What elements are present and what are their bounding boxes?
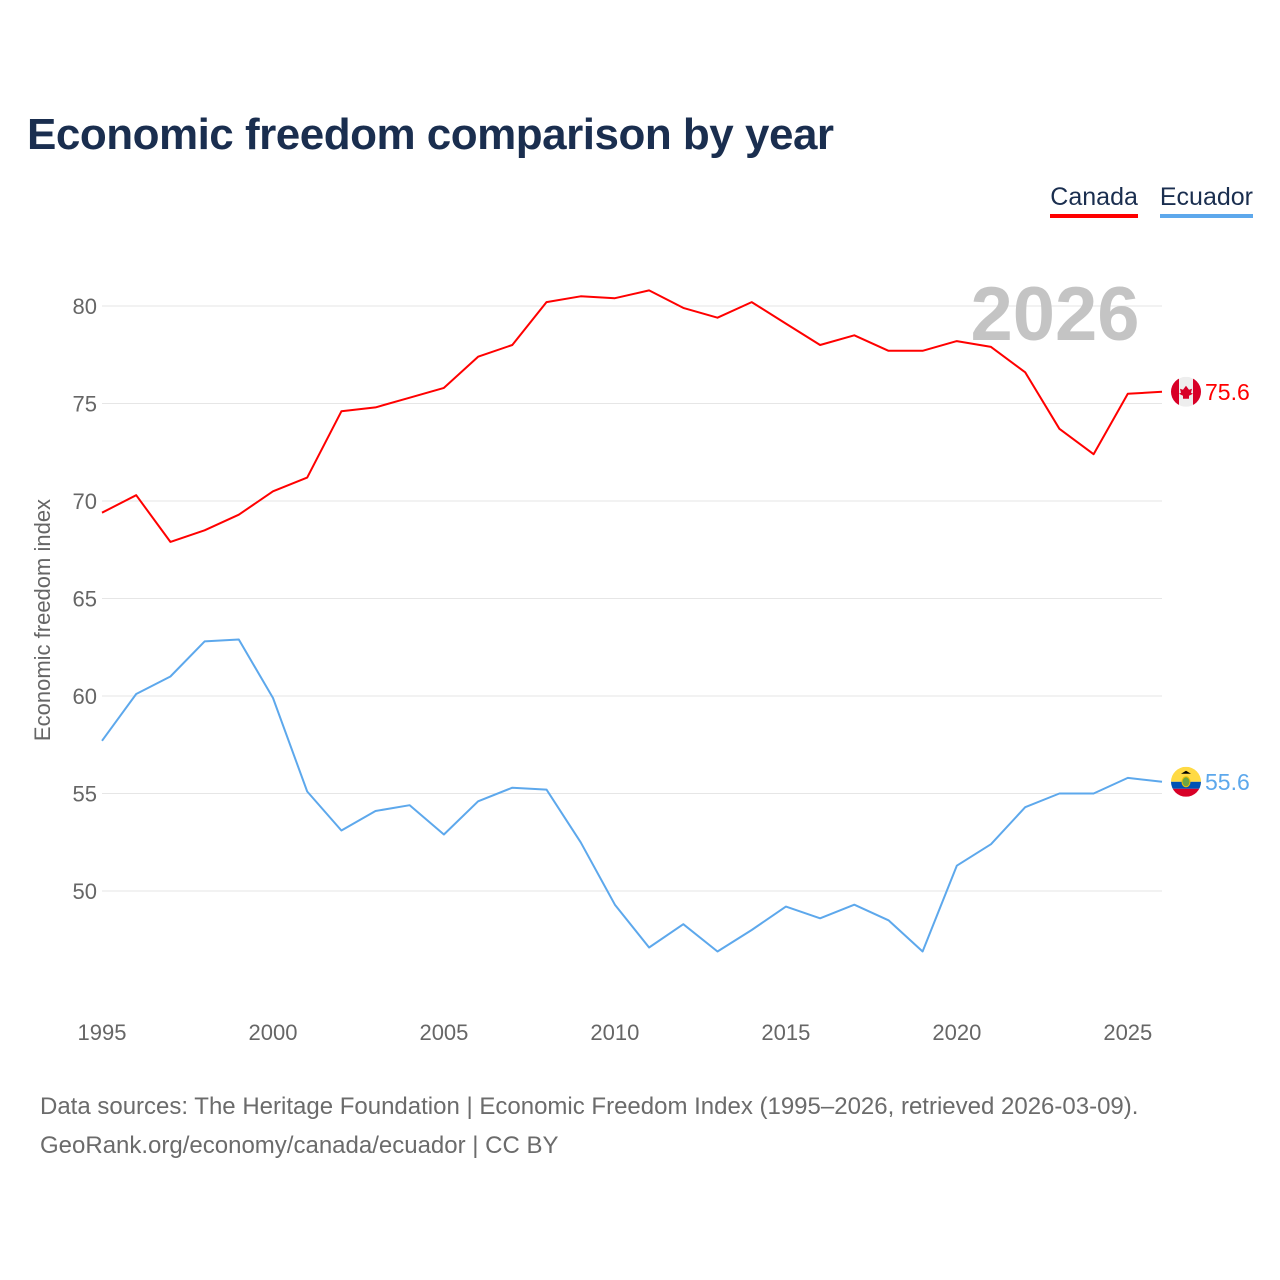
end-value-label: 55.6	[1205, 769, 1250, 795]
chart-title: Economic freedom comparison by year	[27, 110, 834, 159]
legend-item-canada[interactable]: Canada	[1050, 183, 1138, 218]
maple-leaf	[1179, 385, 1193, 399]
series-line-canada	[101, 289, 1163, 543]
flag-red-right	[1193, 376, 1201, 407]
flag-body	[1171, 766, 1201, 797]
data-source-text: Data sources: The Heritage Foundation | …	[40, 1093, 1139, 1120]
y-tick-label: 75	[73, 392, 97, 417]
y-tick-label: 60	[73, 684, 97, 709]
legend-item-ecuador[interactable]: Ecuador	[1159, 183, 1253, 218]
series-line-ecuador	[101, 638, 1163, 953]
x-tick-label: 2020	[932, 1020, 981, 1045]
x-tick-label: 2025	[1103, 1020, 1152, 1045]
y-tick-label: 55	[73, 782, 97, 807]
flag-condor	[1181, 770, 1191, 774]
canada-flag-icon	[1171, 376, 1201, 407]
x-tick-label: 2000	[248, 1020, 297, 1045]
x-tick-label: 2015	[761, 1020, 810, 1045]
y-tick-label: 65	[73, 587, 97, 612]
x-tick-label: 1995	[78, 1020, 127, 1045]
flag-emblem	[1181, 776, 1191, 788]
flag-body	[1171, 376, 1201, 407]
y-axis-label: Economic freedom index	[30, 499, 55, 741]
flag-red-left	[1171, 376, 1179, 407]
flag-red	[1171, 788, 1201, 797]
attribution-link[interactable]: GeoRank.org/economy/canada/ecuador | CC …	[40, 1132, 559, 1159]
y-tick-label: 80	[73, 294, 97, 319]
legend: Canada Ecuador	[1050, 183, 1253, 218]
y-tick-label: 70	[73, 489, 97, 514]
x-tick-label: 2010	[590, 1020, 639, 1045]
x-tick-label: 2005	[419, 1020, 468, 1045]
ecuador-flag-icon	[1171, 766, 1201, 797]
flag-yellow	[1171, 766, 1201, 782]
y-tick-label: 50	[73, 879, 97, 904]
end-value-label: 75.6	[1205, 379, 1250, 405]
footer: Data sources: The Heritage Foundation | …	[40, 1087, 1138, 1165]
year-watermark: 2026	[970, 272, 1139, 357]
